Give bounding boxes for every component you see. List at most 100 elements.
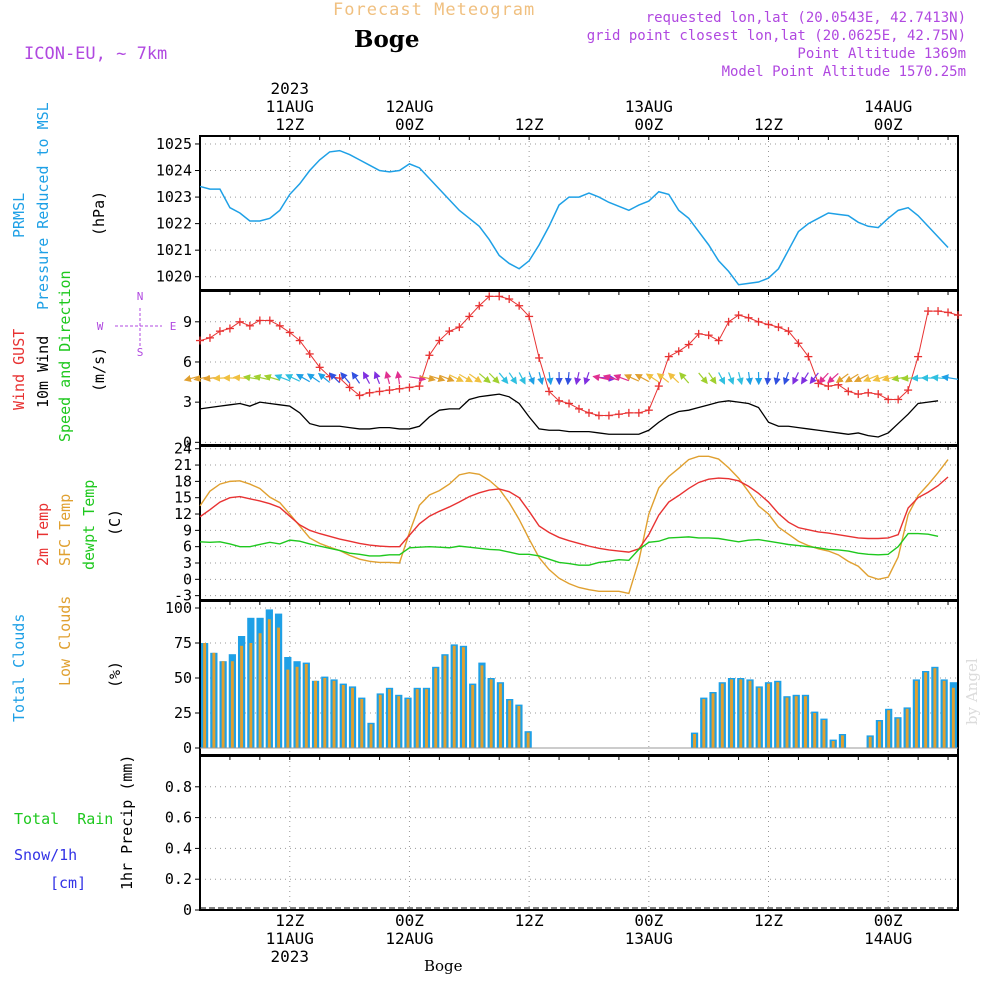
low-cloud-bar [425, 689, 428, 748]
low-cloud-bar [924, 672, 928, 748]
compass-n: N [137, 290, 144, 303]
y-tick-label: 6 [183, 353, 192, 371]
low-cloud-bar [739, 679, 743, 748]
wind-direction-arrow [718, 372, 726, 385]
low-cloud-bar [452, 645, 456, 748]
low-cloud-bar [776, 682, 780, 748]
bottom-axis-label: 00Z [634, 911, 663, 930]
y-tick-label: 3 [183, 554, 192, 572]
low-cloud-bar [351, 687, 354, 748]
wind-direction-arrow [773, 371, 781, 386]
wind-direction-arrow [295, 373, 311, 383]
top-axis-label: 13AUG [625, 97, 673, 116]
wind-direction-arrow [340, 372, 351, 384]
model-altitude: Model Point Altitude 1570.25m [721, 64, 966, 80]
wind-direction-arrow [809, 372, 819, 385]
y-tick-label: 1023 [156, 188, 192, 206]
y-tick-label: 9 [183, 521, 192, 539]
y-tick-label: 1021 [156, 241, 192, 259]
panel-frame-precip [199, 755, 959, 911]
y-tick-label: 24 [174, 440, 192, 458]
low-cloud-bar [471, 685, 475, 748]
wind-direction-arrow [498, 372, 509, 385]
top-axis-label: 2023 [270, 79, 309, 98]
y-tick-label: 0.2 [165, 870, 192, 888]
low-cloud-bar [905, 708, 909, 748]
pressure-line [199, 149, 949, 286]
low-cloud-bar [360, 699, 364, 748]
y-tick-label: 25 [174, 704, 192, 722]
wind-direction-arrow [306, 373, 321, 383]
top-axis-label: 00Z [395, 115, 424, 134]
low-cloud-bar [443, 655, 447, 748]
bottom-axis-label: 11AUG [266, 929, 314, 948]
wind-direction-arrow [745, 371, 753, 386]
compass-w: W [97, 320, 104, 333]
wind-direction-arrow [537, 372, 545, 386]
y-tick-label: 0 [183, 901, 192, 919]
low-cloud-bar [693, 734, 696, 748]
wind-direction-arrow [429, 375, 446, 382]
wind-direction-arrow [656, 372, 670, 383]
top-axis-label: 12Z [275, 115, 304, 134]
y-tick-label: 15 [174, 489, 192, 507]
low-cloud-bar [767, 683, 770, 748]
y-tick-label: 1020 [156, 268, 192, 286]
wind-direction-arrow [727, 372, 735, 385]
low-cloud-bar [406, 699, 410, 748]
requested-coords: requested lon,lat (20.0543E, 42.7413N) [645, 10, 966, 26]
y-tick-label: 1024 [156, 162, 192, 180]
y-tick-label: 50 [174, 669, 192, 687]
low-cloud-bar [267, 619, 271, 748]
low-cloud-bar [212, 652, 216, 748]
low-cloud-bar [508, 700, 512, 748]
y-tick-label: 18 [174, 472, 192, 490]
y-tick-label: 0 [183, 433, 192, 451]
bottom-axis-label: 12AUG [385, 929, 433, 948]
wind-direction-arrow [317, 372, 331, 383]
y-tick-label: 75 [174, 634, 192, 652]
low-cloud-bar [277, 627, 281, 748]
y-tick-label: 9 [183, 313, 192, 331]
wind-direction-arrow [764, 372, 772, 386]
y-tick-label: -3 [174, 587, 192, 605]
low-cloud-bar [434, 668, 438, 748]
low-cloud-bar [951, 687, 955, 748]
panel-frame-pressure [199, 135, 959, 291]
bottom-axis-label: 12Z [275, 911, 304, 930]
low-cloud-bar [877, 721, 881, 748]
low-cloud-bar [397, 696, 401, 748]
low-cloud-bar [526, 732, 530, 748]
wind10-line [199, 393, 939, 438]
low-cloud-bar [221, 661, 225, 748]
low-cloud-bar [489, 679, 493, 748]
low-cloud-bar [804, 696, 807, 748]
wind-direction-arrow [384, 371, 392, 385]
total-rain-label: Total Rain [14, 810, 114, 828]
model-label: ICON-EU, ~ 7km [24, 44, 168, 64]
wind-direction-arrow [941, 374, 959, 382]
y-tick-label: 1025 [156, 135, 192, 153]
low-cloud-bar [462, 647, 465, 748]
wind-direction-arrow [679, 372, 690, 384]
low-cloud-bar [822, 720, 826, 748]
top-axis-label: 14AUG [864, 97, 912, 116]
y-tick-label: 6 [183, 538, 192, 556]
low-cloud-bar [249, 643, 253, 748]
wind-direction-arrow [363, 371, 371, 384]
point-altitude: Point Altitude 1369m [797, 46, 966, 62]
y-tick-label: 0 [183, 570, 192, 588]
low-cloud-bar [323, 678, 327, 748]
wind-direction-arrow [583, 372, 591, 385]
low-cloud-bar [332, 680, 336, 748]
low-cloud-bar [757, 687, 761, 748]
low-cloud-bar [831, 741, 835, 748]
wind-direction-arrow [508, 372, 518, 385]
low-cloud-bar [415, 689, 419, 748]
bottom-axis-label: 00Z [874, 911, 903, 930]
low-cloud-bar [203, 643, 207, 748]
top-axis-label: 00Z [874, 115, 903, 134]
wind-direction-arrow [351, 371, 361, 384]
bottom-axis-label: 13AUG [625, 929, 673, 948]
